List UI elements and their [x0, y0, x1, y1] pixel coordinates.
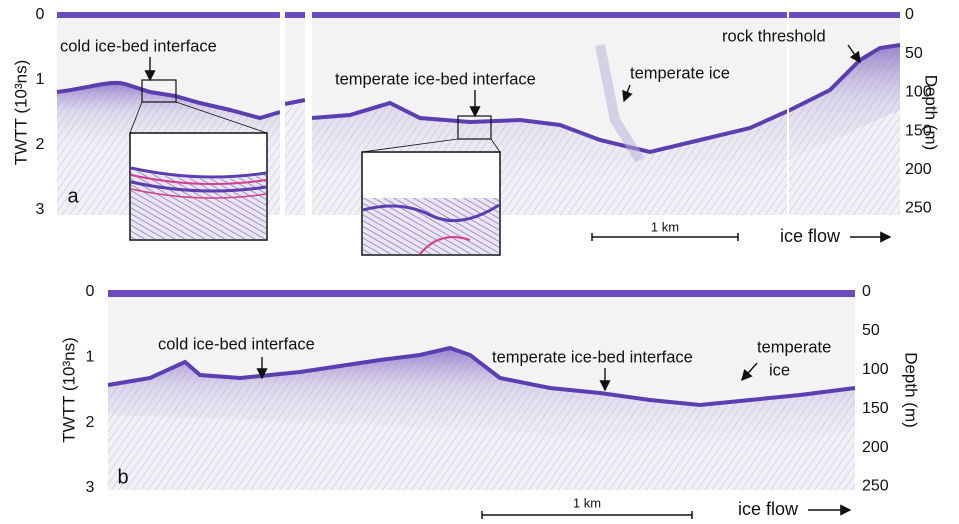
scale-bar-label: 1 km	[651, 219, 679, 234]
y-tick-label: 0	[36, 6, 45, 23]
flow-label: ice flow	[738, 499, 799, 519]
y2-tick-label: 50	[905, 45, 923, 62]
y-tick-label: 2	[86, 414, 95, 431]
y2-tick-label: 250	[862, 478, 889, 495]
annotation: temperate ice	[630, 64, 730, 82]
annotation: temperate ice-bed interface	[492, 348, 693, 366]
y2-tick-label: 0	[905, 6, 914, 23]
y-tick-label: 3	[36, 201, 45, 218]
y2-tick-label: 0	[862, 283, 871, 300]
y-tick-label: 1	[36, 71, 45, 88]
y-axis-label: TWTT (10³ns)	[59, 337, 78, 442]
y2-tick-label: 150	[862, 400, 889, 417]
y-axis-label: TWTT (10³ns)	[11, 60, 30, 165]
annotation: cold ice-bed interface	[158, 335, 315, 353]
radargram-b	[108, 290, 855, 490]
figure: 0123050100150200250TWTT (10³ns)Depth (m)…	[0, 0, 959, 519]
y2-tick-label: 250	[905, 200, 932, 217]
annotation: rock threshold	[722, 27, 826, 45]
annotation: temperate ice-bed interface	[335, 70, 536, 88]
y2-axis-label: Depth (m)	[902, 352, 921, 428]
y2-axis-label: Depth (m)	[922, 75, 941, 151]
y2-tick-label: 50	[862, 322, 880, 339]
y2-tick-label: 200	[905, 161, 932, 178]
y2-tick-label: 200	[862, 439, 889, 456]
panel-label: b	[117, 466, 128, 488]
y-tick-label: 3	[86, 479, 95, 496]
annotation: temperate	[757, 338, 831, 356]
y2-tick-label: 100	[862, 361, 889, 378]
panel-label: a	[67, 185, 79, 207]
scale-bar-label: 1 km	[573, 495, 601, 510]
annotation: cold ice-bed interface	[60, 37, 217, 55]
y-tick-label: 1	[86, 349, 95, 366]
annotation: ice	[769, 361, 790, 379]
y-tick-label: 0	[86, 283, 95, 300]
y-tick-label: 2	[36, 136, 45, 153]
flow-label: ice flow	[780, 226, 841, 246]
